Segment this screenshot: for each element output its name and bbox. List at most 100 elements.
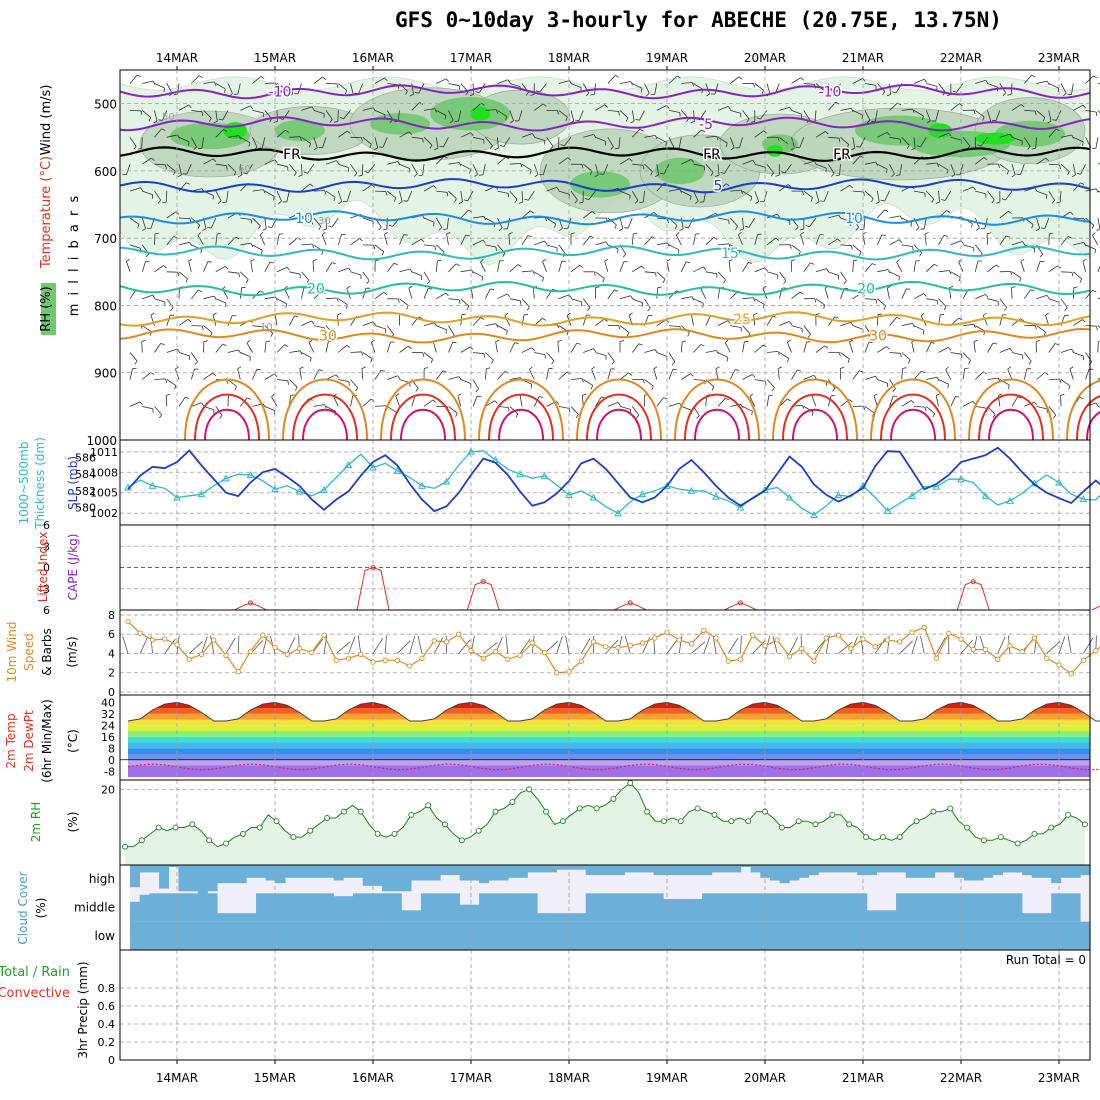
cloud-middle-bar [488, 893, 499, 922]
wind-speed-point [174, 642, 180, 648]
rh-point [543, 808, 550, 815]
cloud-high-bar [847, 865, 858, 873]
rh-contour-label: 70 [784, 140, 797, 151]
cloud-middle-bar [459, 904, 470, 922]
date-label-bottom: 14MAR [156, 1071, 198, 1085]
temperature-fill [120, 697, 1090, 777]
legend-wind: Wind (m/s) [39, 85, 54, 156]
cloud-middle-bar [469, 904, 480, 922]
warm-contour [184, 378, 270, 441]
cloud-high-bar [934, 865, 945, 873]
isotherm-label: 20 [307, 282, 325, 298]
cloud-unit: (%) [34, 898, 48, 919]
warm-contour [1086, 411, 1100, 441]
temp-band [128, 719, 1090, 726]
wind-speed-point [431, 638, 437, 644]
cloud-high-bar [1051, 865, 1062, 884]
rh-contour-label: 30 [318, 216, 331, 227]
date-label-bottom: 23MAR [1038, 1071, 1080, 1085]
cloud-high-bar [1031, 865, 1042, 878]
thickness-line [127, 450, 1100, 516]
dewpoint-line [127, 763, 1100, 771]
wind-speed-point [1093, 647, 1099, 654]
cloud-high-bar [217, 865, 228, 884]
wind10-label-3: & Barbs [40, 628, 54, 676]
cloud-high-bar [488, 865, 499, 881]
thickness-point [908, 491, 916, 499]
cape-spike [614, 602, 647, 611]
cloud-high-bar [391, 865, 402, 892]
millibars-label: m i l l i b a r s [67, 194, 82, 317]
pressure-tick-label: 900 [94, 367, 117, 381]
warm-contour [1076, 395, 1100, 441]
warm-contour [596, 408, 642, 441]
cloud-middle-bar [808, 893, 819, 922]
cloud-high-bar [323, 865, 334, 878]
cloud-middle-bar [420, 893, 431, 922]
cloud-middle-bar [896, 893, 907, 922]
legend-rh: RH (%) [39, 286, 54, 331]
temp-band [120, 697, 1090, 703]
cloud-high-bar [886, 865, 897, 873]
temp-tick-label: 0 [108, 754, 115, 767]
cape-spike [234, 602, 267, 611]
cloud-middle-bar [168, 893, 179, 922]
temp-band [128, 725, 1090, 732]
isotherm--5 [119, 116, 1091, 132]
warm-contour [968, 378, 1054, 441]
thickness-point [540, 471, 549, 479]
cloud-high-bar [731, 865, 742, 873]
wind-speed-point [345, 655, 352, 661]
rh-point [340, 808, 347, 815]
wind-speed-point [811, 658, 817, 664]
wind-speed-point [333, 657, 339, 663]
thickness-tick-label: 584 [75, 468, 96, 481]
cloud-level-label: high [89, 872, 115, 886]
rh-point [694, 805, 701, 812]
cloud-middle-bar [401, 910, 412, 922]
cloud-high-bar [353, 865, 364, 878]
cloud-middle-bar [643, 893, 654, 922]
rh-contour-region [370, 113, 430, 135]
wind-speed-point [162, 636, 168, 642]
cloud-high-bar [411, 865, 422, 881]
date-label-top: 15MAR [254, 51, 296, 65]
warm-contour [1066, 379, 1100, 441]
cloud-middle-bar [673, 899, 684, 922]
cloud-middle-bar [323, 893, 334, 922]
cloud-high-bar [944, 865, 955, 873]
rh-point [677, 818, 684, 825]
lifted-index-label: Lifted Index [36, 532, 50, 603]
wind10-label-2: Speed [22, 633, 36, 671]
warm-contour [478, 378, 564, 441]
thickness-tick-label: 580 [75, 502, 96, 515]
thickness-point [883, 506, 892, 514]
cloud-middle-bar [605, 893, 616, 922]
rh-point [374, 830, 381, 837]
date-label-bottom: 19MAR [646, 1071, 688, 1085]
cloud-high-bar [459, 865, 470, 881]
cloud-middle-bar [537, 913, 548, 922]
wind-speed-point [370, 659, 376, 665]
cloud-high-bar [828, 865, 839, 873]
cloud-low [130, 921, 1090, 950]
cloud-middle-bar [721, 893, 732, 922]
isotherm-label: 5 [714, 179, 723, 195]
cloud-middle-bar [1012, 893, 1023, 922]
wind-speed-point [272, 645, 278, 651]
isotherm-label: 15 [721, 246, 739, 262]
wind-speed-point [750, 632, 756, 638]
thickness-point [222, 474, 230, 482]
wind-speed-point [211, 637, 217, 643]
rh-point [256, 824, 263, 831]
cloud-middle-bar [197, 893, 208, 922]
temperature-line [127, 701, 1100, 722]
cloud-level-label: middle [74, 901, 115, 915]
date-label-top: 17MAR [450, 51, 492, 65]
cape-point [480, 579, 486, 585]
cloud-high-bar [294, 865, 305, 878]
cloud-middle-bar [663, 899, 674, 922]
rh-point [745, 818, 752, 825]
precip-tick-label: 0.2 [98, 1036, 116, 1049]
cloud-middle-bar [556, 913, 567, 922]
